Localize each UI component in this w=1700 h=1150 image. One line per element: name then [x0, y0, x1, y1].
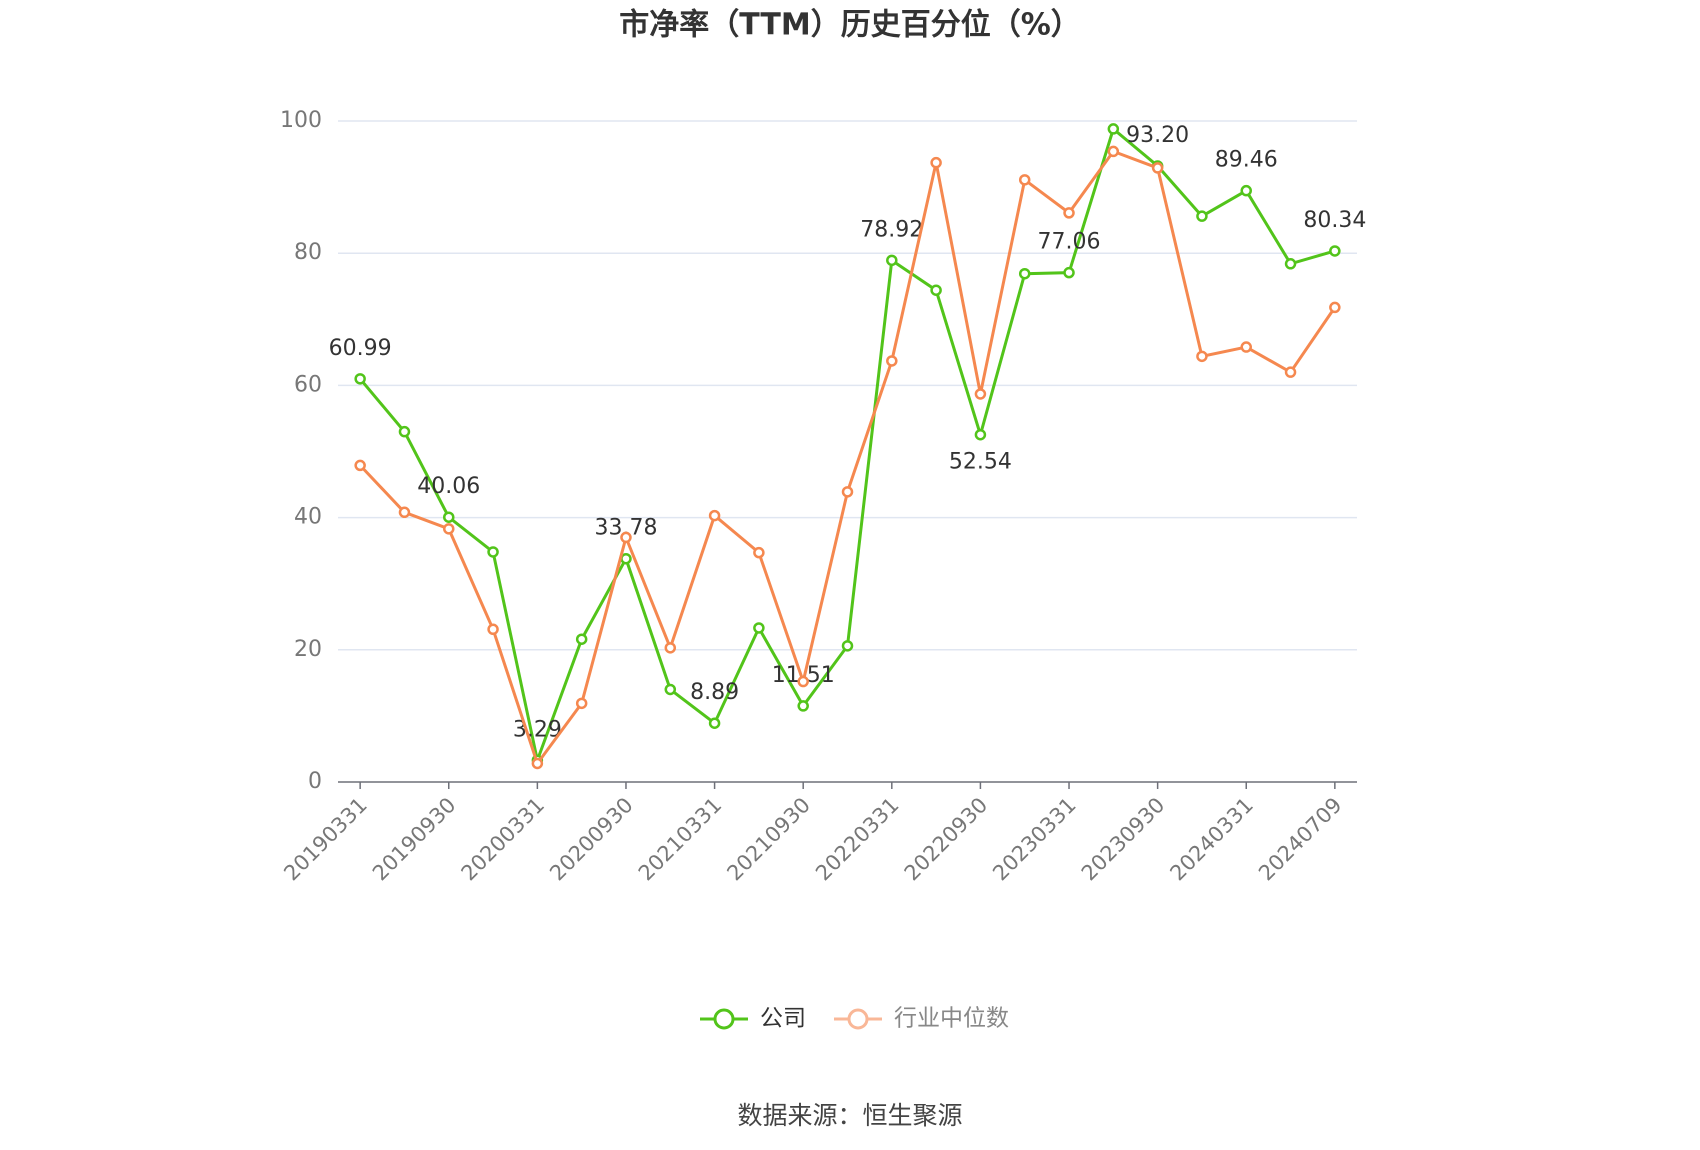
- data-point: [664, 642, 677, 654]
- data-label: 89.46: [1215, 148, 1278, 173]
- data-point: [487, 546, 499, 558]
- x-tick-label: 20230930: [1077, 793, 1170, 886]
- data-point: [1018, 174, 1031, 186]
- data-point: [1063, 266, 1075, 279]
- legend-marker: [713, 1008, 735, 1030]
- data-point: [841, 640, 854, 652]
- data-point: [398, 506, 411, 519]
- data-point: [708, 717, 721, 729]
- data-point: [797, 675, 809, 688]
- legend-item[interactable]: 公司: [700, 1006, 806, 1032]
- y-tick-label: 60: [294, 372, 322, 397]
- source-note: 数据来源：恒生聚源: [737, 1101, 962, 1130]
- data-point: [487, 623, 499, 636]
- data-point: [1151, 162, 1164, 174]
- series-line: [359, 149, 1337, 767]
- data-label: 8.89: [690, 680, 739, 705]
- data-point: [1196, 350, 1208, 363]
- chart-title: 市净率（TTM）历史百分位（%）: [619, 8, 1081, 43]
- data-point: [1018, 267, 1031, 280]
- data-label: 78.92: [860, 217, 923, 242]
- data-point: [797, 700, 809, 712]
- y-tick-label: 20: [294, 637, 322, 662]
- x-tick-label: 20230331: [988, 793, 1081, 886]
- data-point: [930, 156, 942, 169]
- data-point: [443, 511, 455, 523]
- data-label: 52.54: [949, 450, 1012, 475]
- data-point: [575, 697, 588, 710]
- data-point: [1107, 145, 1120, 158]
- data-point: [974, 388, 987, 400]
- x-tick-label: 20220930: [900, 793, 993, 886]
- x-tick-label: 20210331: [634, 793, 727, 886]
- data-point: [886, 254, 898, 267]
- x-tick-label: 20200930: [545, 793, 638, 886]
- x-tick-label: 20240709: [1254, 793, 1347, 886]
- data-point: [664, 683, 677, 696]
- data-point: [930, 284, 942, 296]
- data-point: [354, 373, 366, 385]
- data-label: 60.99: [329, 336, 392, 361]
- y-tick-label: 0: [308, 769, 322, 794]
- data-point: [620, 552, 632, 565]
- data-point: [708, 509, 721, 522]
- data-point: [575, 633, 588, 645]
- data-label: 93.20: [1126, 123, 1189, 148]
- y-tick-label: 100: [280, 108, 322, 133]
- data-point: [1329, 301, 1341, 314]
- data-label: 3.29: [513, 717, 562, 742]
- data-label: 80.34: [1303, 208, 1366, 233]
- data-point: [1329, 245, 1341, 257]
- data-point: [1107, 123, 1120, 135]
- data-point: [1284, 366, 1297, 378]
- x-tick-label: 20190930: [368, 793, 461, 886]
- data-label: 40.06: [417, 474, 480, 499]
- legend-marker: [847, 1008, 869, 1030]
- y-tick-label: 40: [294, 505, 322, 530]
- data-point: [443, 523, 455, 535]
- x-tick-label: 20200331: [457, 793, 550, 886]
- data-point: [1196, 210, 1208, 222]
- data-point: [1284, 258, 1297, 270]
- legend-label: 公司: [760, 1006, 806, 1032]
- legend-item[interactable]: 行业中位数: [834, 1006, 1009, 1032]
- data-point: [1240, 341, 1252, 353]
- data-point: [354, 459, 366, 472]
- data-point: [398, 425, 411, 438]
- data-point: [531, 757, 544, 770]
- data-label: 77.06: [1038, 230, 1101, 255]
- data-point: [1063, 207, 1075, 219]
- data-point: [753, 622, 765, 634]
- y-tick-label: 80: [294, 240, 322, 265]
- x-tick-label: 20240331: [1165, 793, 1258, 886]
- x-tick-label: 20220331: [811, 793, 904, 886]
- x-tick-label: 20210930: [722, 793, 815, 886]
- data-point: [841, 486, 854, 498]
- data-point: [886, 355, 898, 367]
- data-point: [1240, 184, 1252, 197]
- data-point: [753, 546, 765, 559]
- data-point: [620, 531, 632, 544]
- data-point: [974, 428, 987, 441]
- legend-label: 行业中位数: [894, 1006, 1009, 1032]
- x-tick-label: 20190331: [279, 793, 372, 886]
